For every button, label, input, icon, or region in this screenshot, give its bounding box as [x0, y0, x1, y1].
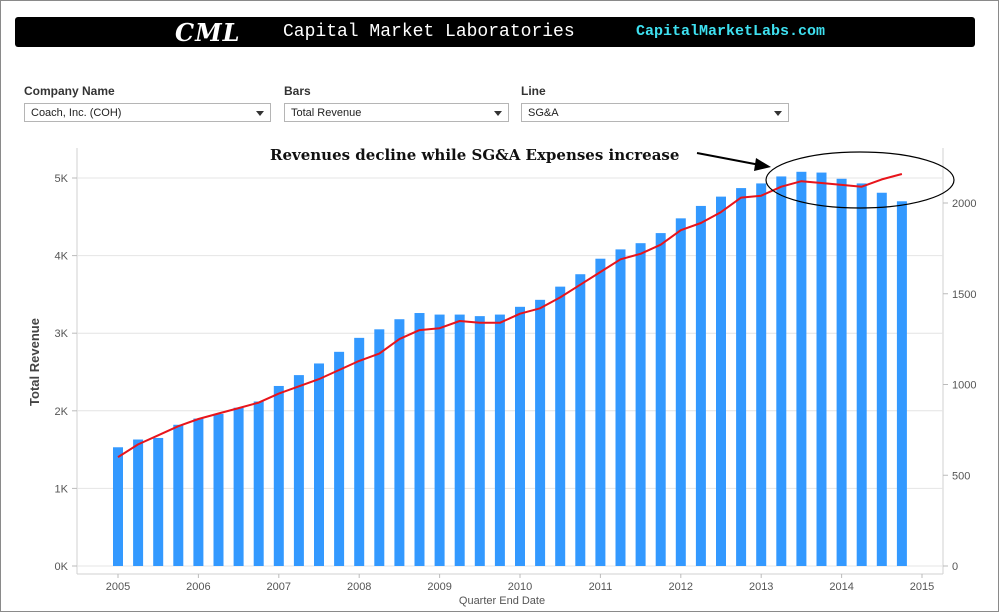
- banner-title: Capital Market Laboratories: [283, 22, 575, 42]
- x-tick-label: 2012: [669, 581, 693, 593]
- bars-dropdown[interactable]: Total Revenue: [284, 103, 509, 122]
- y-tick-label: 5K: [55, 173, 69, 185]
- revenue-bar: [876, 192, 887, 566]
- x-tick-label: 2009: [427, 581, 451, 593]
- chevron-down-icon: [256, 111, 264, 116]
- revenue-bar: [736, 188, 747, 566]
- bars-filter: Bars Total Revenue: [284, 84, 509, 122]
- company-name-dropdown[interactable]: Coach, Inc. (COH): [24, 103, 271, 122]
- revenue-bar: [816, 172, 827, 566]
- revenue-bar: [253, 401, 264, 566]
- revenue-bar: [354, 337, 365, 566]
- x-tick-label: 2007: [267, 581, 291, 593]
- annotation-text: Revenues decline while SG&A Expenses inc…: [270, 146, 679, 164]
- revenue-bar: [293, 375, 304, 566]
- annotation-arrowhead: [754, 158, 771, 171]
- x-tick-label: 2005: [106, 581, 130, 593]
- sga-line: [117, 173, 903, 458]
- revenue-bar: [776, 176, 787, 566]
- revenue-bar: [113, 447, 123, 566]
- revenue-bar: [635, 243, 646, 566]
- revenue-bar: [515, 306, 525, 566]
- revenue-bar: [756, 183, 767, 566]
- line-dropdown[interactable]: SG&A: [521, 103, 789, 122]
- revenue-bar: [454, 314, 465, 566]
- revenue-bar: [896, 201, 907, 566]
- revenue-bar: [394, 319, 405, 566]
- company-name-value: Coach, Inc. (COH): [31, 107, 122, 119]
- chevron-down-icon: [494, 111, 502, 116]
- x-tick-label: 2015: [910, 581, 934, 593]
- y-tick-label: 0K: [55, 561, 69, 573]
- x-tick-label: 2008: [347, 581, 371, 593]
- revenue-bar: [213, 413, 224, 566]
- y2-tick-label: 0: [952, 561, 958, 573]
- revenue-bar: [374, 329, 385, 566]
- revenue-bar: [334, 351, 345, 566]
- x-tick-label: 2013: [749, 581, 773, 593]
- y-tick-label: 2K: [55, 406, 69, 418]
- revenue-bar: [615, 249, 626, 566]
- y2-tick-label: 1000: [952, 380, 976, 392]
- y-tick-label: 3K: [55, 328, 69, 340]
- revenue-bar: [173, 424, 184, 566]
- revenue-bar: [836, 178, 847, 566]
- company-name-filter: Company Name Coach, Inc. (COH): [24, 84, 271, 122]
- line-filter: Line SG&A: [521, 84, 789, 122]
- y2-tick-label: 1500: [952, 289, 976, 301]
- revenue-bar: [434, 314, 445, 566]
- revenue-bar: [856, 183, 867, 566]
- x-tick-label: 2006: [186, 581, 210, 593]
- y2-tick-label: 500: [952, 470, 970, 482]
- revenue-bar: [535, 299, 546, 566]
- y-axis-title: Total Revenue: [27, 318, 42, 406]
- chevron-down-icon: [774, 111, 782, 116]
- revenue-bar: [153, 437, 164, 566]
- line-label: Line: [521, 84, 546, 98]
- x-tick-label: 2010: [508, 581, 532, 593]
- revenue-bar: [494, 314, 505, 566]
- x-tick-label: 2014: [829, 581, 853, 593]
- y-tick-label: 4K: [55, 251, 69, 263]
- y-tick-label: 1K: [55, 483, 69, 495]
- revenue-bar: [474, 316, 485, 566]
- revenue-bar: [414, 313, 425, 566]
- annotation-arrow-shaft: [696, 152, 761, 166]
- highlight-ellipse: [765, 151, 955, 209]
- revenue-bar: [133, 439, 144, 566]
- revenue-bar: [675, 218, 686, 567]
- bars-value: Total Revenue: [291, 107, 362, 119]
- x-tick-label: 2011: [589, 581, 613, 593]
- header-banner: CML Capital Market Laboratories CapitalM…: [15, 17, 975, 47]
- x-axis-title: Quarter End Date: [459, 595, 545, 607]
- revenue-bar: [716, 196, 726, 566]
- revenue-bar: [273, 385, 284, 566]
- revenue-bar: [555, 286, 566, 566]
- revenue-bar: [695, 205, 706, 566]
- company-name-label: Company Name: [24, 84, 115, 98]
- line-value: SG&A: [528, 107, 559, 119]
- revenue-bar: [655, 233, 666, 566]
- revenue-bar: [796, 171, 807, 567]
- revenue-bar: [595, 258, 606, 566]
- revenue-bar: [575, 274, 586, 566]
- bars-label: Bars: [284, 84, 311, 98]
- revenue-bar: [233, 407, 244, 566]
- revenue-bar: [314, 363, 324, 566]
- banner-url[interactable]: CapitalMarketLabs.com: [636, 23, 826, 40]
- cml-logo: CML: [175, 18, 241, 47]
- revenue-bar: [193, 418, 204, 566]
- y2-tick-label: 2000: [952, 198, 976, 210]
